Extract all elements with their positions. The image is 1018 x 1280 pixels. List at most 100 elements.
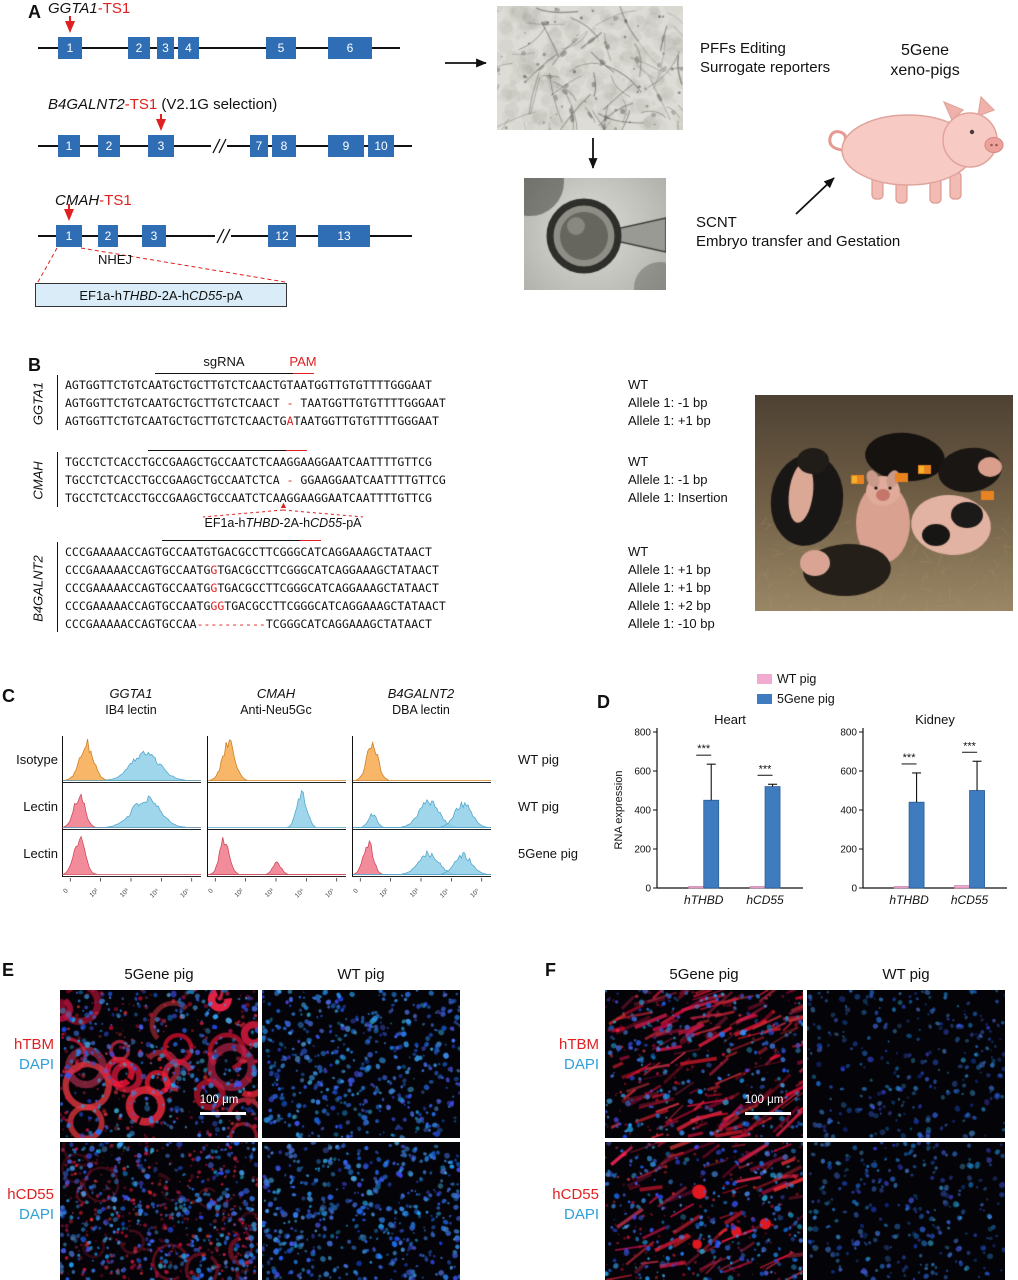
exon-B4GALNT2-7: 7	[250, 135, 268, 157]
svg-text:600: 600	[840, 767, 857, 778]
allele-label: Allele 1: -10 bp	[628, 616, 715, 631]
fibroblast-micrograph	[497, 6, 683, 130]
flow-histogram-1-0	[208, 736, 346, 783]
panel-d-label: D	[597, 692, 610, 712]
pam-overline-cmah	[286, 450, 307, 451]
svg-text:0: 0	[62, 887, 70, 895]
flow-histogram-0-2	[61, 830, 201, 877]
piglets-photo	[755, 395, 1013, 611]
svg-text:RNA expression: RNA expression	[613, 771, 625, 850]
flow-histogram-2-0	[353, 736, 491, 783]
arrow-to-pig	[795, 177, 835, 215]
intron-break	[215, 227, 231, 245]
svg-text:800: 800	[840, 728, 857, 739]
panel-a: A GGTA1-TS1 1 2 3 4 5 6 B4GALNT2-TS1 (V2.1G sel…	[0, 0, 1018, 348]
gene-label-ggta1: GGTA1	[30, 381, 46, 426]
svg-text:10²: 10²	[233, 887, 245, 899]
flow-row-label-lectin2: Lectin	[23, 846, 58, 861]
svg-text:0: 0	[851, 884, 857, 895]
panel-c: C GGTA1 IB4 lectin 0 10² 10³ 10⁴ 10⁵ CMAH An…	[0, 678, 595, 913]
legend-label-5gene: 5Gene pig	[777, 692, 835, 706]
flow-histogram-1-1	[208, 783, 346, 830]
pig-nostril	[990, 143, 993, 147]
legend: WT pig 5Gene pig	[757, 672, 877, 708]
flow-row-label-lectin1: Lectin	[23, 799, 58, 814]
exon-GGTA1-1: 1	[58, 37, 82, 59]
cassette-text: EF1a-h	[79, 287, 122, 303]
row-label-dapi: DAPI	[18, 1056, 54, 1073]
flow-histogram-0-1	[61, 783, 201, 830]
if-image-kidney-htbm-wt	[262, 990, 460, 1138]
exon-B4GALNT2-9: 9	[328, 135, 364, 157]
svg-text:***: ***	[903, 752, 917, 764]
scale-bar-label: 100 μm	[744, 1094, 784, 1106]
panel-c-label: C	[2, 686, 15, 706]
svg-text:600: 600	[634, 767, 651, 778]
allele-label: Allele 1: +1 bp	[628, 413, 711, 428]
svg-text:***: ***	[759, 763, 773, 775]
pam-overline-b4galnt2	[300, 540, 321, 541]
if-image-kidney-htbm-5gene	[60, 990, 258, 1138]
panel-a-label: A	[28, 2, 41, 22]
allele-label: WT	[628, 377, 649, 392]
pam-label: PAM	[289, 354, 317, 369]
flow-histogram-1-2	[208, 830, 346, 877]
svg-text:hCD55: hCD55	[746, 893, 784, 907]
column-header-5gene-pig: 5Gene pig	[124, 966, 194, 983]
gene-line-GGTA1	[38, 47, 400, 49]
pff-caption-line1: PFFs Editing	[700, 40, 786, 57]
scale-bar	[745, 1112, 791, 1115]
svg-text:400: 400	[840, 806, 857, 817]
flow-title-gene: GGTA1	[109, 686, 153, 701]
exon-CMAH-13: 13	[318, 225, 370, 247]
sequence-B4GALNT2-row3: CCCGAAAAACCAGTGCCAATGGGTGACGCCTTCGGGCATC…	[65, 599, 446, 613]
exon-GGTA1-3: 3	[157, 37, 174, 59]
group-rule	[57, 452, 58, 507]
flow-plot-ggta1	[61, 736, 201, 877]
intron-break	[211, 137, 227, 155]
allele-label: Allele 1: +1 bp	[628, 562, 711, 577]
sequence-CMAH-row2: TGCCTCTCACCTGCCGAAGCTGCCAATCTCAAGGAAGGAA…	[65, 491, 432, 505]
panel-f: F 5Gene pig WT pig hTBM DAPI hCD55 DAPI …	[545, 958, 1018, 1280]
exon-CMAH-3: 3	[142, 225, 166, 247]
svg-text:Heart: Heart	[714, 712, 746, 727]
group-rule	[57, 542, 58, 632]
panel-d: D WT pig 5Gene pig Heart 0 200 400 600 800 RNA…	[595, 668, 1018, 938]
scnt-caption-line2: Embryo transfer and Gestation	[696, 233, 901, 250]
scale-bar-label: 100 μm	[199, 1094, 239, 1106]
column-header-wt-pig: WT pig	[882, 966, 930, 983]
if-image-heart-hcd55-wt	[807, 1142, 1005, 1280]
scnt-caption-line1: SCNT	[696, 214, 737, 231]
flow-title-gene: B4GALNT2	[387, 686, 455, 701]
row-label-dapi: DAPI	[563, 1206, 599, 1223]
flow-histogram-2-2	[352, 830, 491, 877]
exon-GGTA1-5: 5	[266, 37, 296, 59]
pig-ear	[942, 100, 965, 122]
flow-title-stain: Anti-Neu5Gc	[240, 703, 312, 717]
legend-swatch-5gene	[757, 694, 772, 704]
group-rule	[57, 375, 58, 430]
exon-B4GALNT2-3: 3	[148, 135, 174, 157]
svg-text:200: 200	[634, 845, 651, 856]
if-image-kidney-hcd55-wt	[262, 1142, 460, 1280]
exon-B4GALNT2-2: 2	[98, 135, 120, 157]
flow-histogram-2-1	[353, 783, 491, 830]
exon-GGTA1-6: 6	[328, 37, 372, 59]
flow-plot-cmah	[207, 736, 346, 877]
exon-CMAH-12: 12	[268, 225, 296, 247]
panel-e: E 5Gene pig WT pig hTBM DAPI hCD55 DAPI …	[0, 958, 520, 1280]
svg-text:hTHBD: hTHBD	[889, 893, 929, 907]
row-label-htbm: hTBM	[558, 1036, 599, 1053]
sgrna-overline-cmah	[148, 450, 286, 451]
sequence-GGTA1-row0: AGTGGTTCTGTCAATGCTGCTTGTCTCAACTGTAATGGTT…	[65, 378, 432, 392]
row-label-hcd55: hCD55	[552, 1186, 599, 1203]
flow-axis-ticks: 0 10² 10³ 10⁴ 10⁵	[62, 878, 200, 904]
gene-label-b4galnt2: B4GALNT2	[30, 555, 46, 622]
exon-CMAH-2: 2	[98, 225, 118, 247]
if-image-heart-htbm-wt	[807, 990, 1005, 1138]
pig-snout	[984, 136, 1004, 154]
allele-label: Allele 1: +1 bp	[628, 580, 711, 595]
column-header-5gene-pig: 5Gene pig	[669, 966, 739, 983]
legend-swatch-wt	[757, 674, 772, 684]
row-label-htbm: hTBM	[13, 1036, 54, 1053]
